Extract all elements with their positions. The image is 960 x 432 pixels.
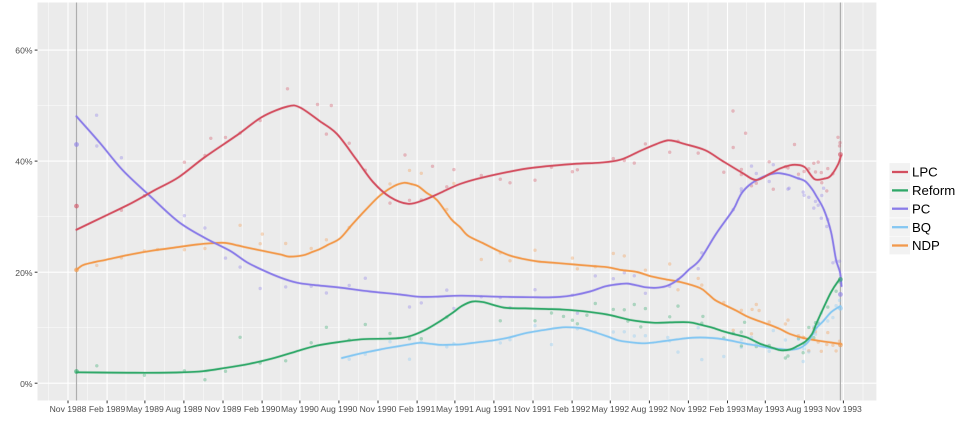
svg-text:Feb 1991: Feb 1991 <box>399 404 436 414</box>
svg-text:60%: 60% <box>15 46 33 56</box>
svg-text:Aug 1990: Aug 1990 <box>321 404 358 414</box>
svg-text:Feb 1990: Feb 1990 <box>244 404 281 414</box>
svg-text:PC: PC <box>912 201 931 216</box>
svg-text:Aug 1993: Aug 1993 <box>786 404 823 414</box>
svg-text:NDP: NDP <box>912 238 940 253</box>
svg-text:Reform: Reform <box>912 183 955 198</box>
svg-text:BQ: BQ <box>912 220 931 235</box>
svg-text:Nov 1988: Nov 1988 <box>50 404 87 414</box>
svg-text:Nov 1993: Nov 1993 <box>825 404 862 414</box>
svg-text:Feb 1989: Feb 1989 <box>89 404 126 414</box>
svg-text:LPC: LPC <box>912 165 938 180</box>
svg-text:May 1993: May 1993 <box>746 404 784 414</box>
svg-text:May 1991: May 1991 <box>436 404 474 414</box>
svg-text:Aug 1991: Aug 1991 <box>476 404 513 414</box>
svg-text:May 1990: May 1990 <box>281 404 319 414</box>
svg-text:Nov 1989: Nov 1989 <box>205 404 242 414</box>
svg-text:Aug 1989: Aug 1989 <box>166 404 203 414</box>
svg-text:Nov 1990: Nov 1990 <box>360 404 397 414</box>
svg-text:May 1992: May 1992 <box>591 404 629 414</box>
svg-text:20%: 20% <box>15 268 33 278</box>
svg-text:0%: 0% <box>20 379 33 389</box>
svg-text:Aug 1992: Aug 1992 <box>631 404 668 414</box>
svg-text:May 1989: May 1989 <box>126 404 164 414</box>
svg-text:Feb 1993: Feb 1993 <box>709 404 746 414</box>
svg-text:40%: 40% <box>15 157 33 167</box>
svg-text:Feb 1992: Feb 1992 <box>554 404 591 414</box>
svg-text:Nov 1991: Nov 1991 <box>515 404 552 414</box>
svg-text:Nov 1992: Nov 1992 <box>670 404 707 414</box>
